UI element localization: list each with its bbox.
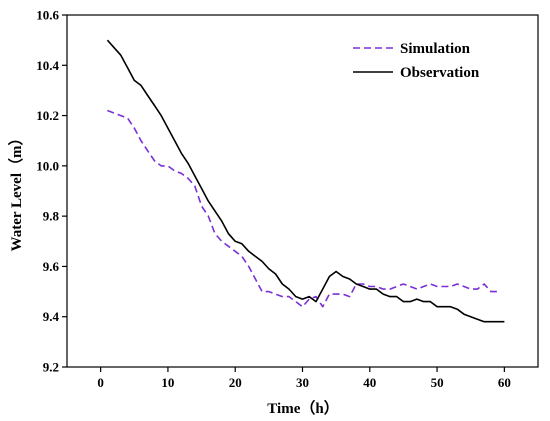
series-line-simulation (107, 109, 498, 308)
y-tick-label: 10.0 (36, 158, 59, 173)
y-tick-label: 9.8 (43, 209, 60, 224)
series-layer (106, 39, 505, 323)
y-axis-title: Water Level（m） (7, 131, 25, 252)
y-tick-label: 9.2 (43, 360, 59, 375)
legend-label-observation: Observation (400, 65, 480, 81)
x-tick-label: 50 (431, 375, 444, 390)
x-tick-label: 20 (229, 375, 242, 390)
x-axis: 0 10 20 30 40 50 60 (97, 367, 511, 390)
y-axis: 9.2 9.4 9.6 9.8 10.0 10.2 10.4 10.6 (36, 8, 67, 375)
x-axis-title: Time（h） (267, 399, 338, 417)
y-tick-label: 10.6 (36, 8, 59, 23)
legend-label-simulation: Simulation (400, 41, 471, 57)
y-tick-label: 10.4 (36, 58, 59, 73)
x-tick-label: 40 (363, 375, 376, 390)
x-tick-label: 30 (296, 375, 309, 390)
series-line-observation (106, 39, 505, 323)
x-tick-label: 60 (498, 375, 511, 390)
y-tick-label: 9.6 (43, 259, 60, 274)
y-tick-label: 9.4 (43, 309, 60, 324)
legend: Simulation Observation (353, 41, 480, 81)
y-tick-label: 10.2 (36, 108, 59, 123)
x-tick-label: 0 (97, 375, 104, 390)
x-tick-label: 10 (161, 375, 174, 390)
